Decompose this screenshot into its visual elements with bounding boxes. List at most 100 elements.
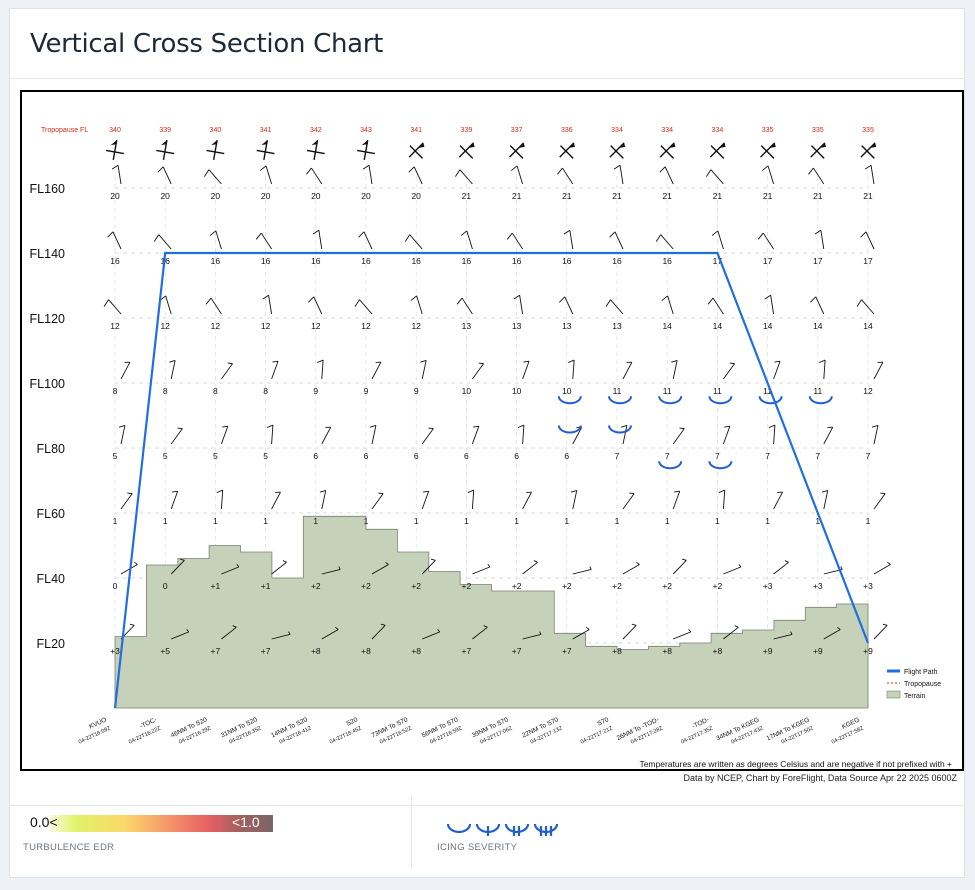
upper-wind-barb xyxy=(156,140,175,160)
wind-barb-flag xyxy=(856,299,862,307)
wind-barb xyxy=(169,359,176,380)
chart-card: Vertical Cross Section Chart Tropopause … xyxy=(9,8,965,878)
temperature-value: 1 xyxy=(765,516,770,526)
wind-barb-flag xyxy=(103,299,109,307)
temperature-value: +3 xyxy=(863,581,873,591)
wind-barb-flag xyxy=(511,165,518,171)
upper-wind-cross xyxy=(306,149,325,155)
wind-barb-flag xyxy=(153,234,160,242)
wind-barb xyxy=(262,294,273,315)
wind-barb xyxy=(613,164,624,185)
wind-barb-shaft xyxy=(572,490,578,510)
wind-barb-shaft xyxy=(522,492,532,510)
temperature-value: 14 xyxy=(763,321,773,331)
temperature-value: 12 xyxy=(411,321,421,331)
wind-barb-shaft xyxy=(873,493,886,510)
wind-barb-flag xyxy=(768,424,776,429)
temperature-value: +8 xyxy=(411,646,421,656)
wind-barb-shaft xyxy=(622,493,635,510)
wind-barb-flag xyxy=(369,424,377,428)
wind-barb-flag xyxy=(483,625,488,628)
wind-barb-shaft xyxy=(723,363,735,380)
temperature-value: 5 xyxy=(163,451,168,461)
wind-barb-flag xyxy=(186,629,190,633)
upper-wind-cross xyxy=(710,145,725,159)
wind-barb-shaft xyxy=(221,566,240,575)
temperature-value: 7 xyxy=(765,451,770,461)
upper-wind-arrowhead xyxy=(418,142,425,148)
wind-barb-shaft xyxy=(321,427,332,445)
upper-wind-barb xyxy=(659,142,676,159)
temperature-value: 20 xyxy=(211,191,221,201)
wind-barb-shaft xyxy=(572,360,575,380)
wind-barb-shaft xyxy=(421,560,436,575)
wind-barb-shaft xyxy=(472,566,491,575)
wind-barb-flag xyxy=(266,424,274,429)
wind-barb-shaft xyxy=(208,169,222,185)
temperature-value: 12 xyxy=(160,321,170,331)
wind-barb xyxy=(723,564,742,575)
wind-barb-flag xyxy=(784,560,789,563)
temperature-value: +9 xyxy=(763,646,773,656)
temperature-value: 1 xyxy=(213,516,218,526)
wind-barb xyxy=(511,165,524,185)
upper-wind-shaft xyxy=(860,142,876,158)
wind-barb-flag xyxy=(204,169,210,177)
wind-barb xyxy=(271,360,279,380)
tropopause-value: 337 xyxy=(511,127,523,134)
wind-barb-shaft xyxy=(672,428,685,445)
upper-wind-cross xyxy=(156,149,175,155)
temperature-value: +8 xyxy=(311,646,321,656)
upper-wind-arrowhead xyxy=(311,140,318,146)
wind-barb-flag xyxy=(563,229,571,235)
upper-wind-shaft xyxy=(760,142,776,158)
temperature-value: 11 xyxy=(763,386,772,396)
wind-barb-shaft xyxy=(220,425,229,445)
wind-barb-shaft xyxy=(562,167,574,185)
wind-barb-flag xyxy=(473,425,479,428)
icing-trace-icon xyxy=(446,823,472,834)
wind-barb-flag xyxy=(506,232,513,240)
upper-wind-arrowhead xyxy=(619,142,626,148)
wind-barb xyxy=(860,231,875,250)
wind-barb xyxy=(371,492,384,510)
level-label: FL140 xyxy=(30,247,65,261)
wind-barb-flag xyxy=(118,424,126,428)
wind-barb xyxy=(170,427,183,445)
upper-wind-cross xyxy=(357,149,375,155)
tropopause-value: 336 xyxy=(561,127,573,134)
wind-barb-shaft xyxy=(108,299,122,315)
title-divider xyxy=(10,78,964,79)
temperature-value: 5 xyxy=(113,451,118,461)
wind-barb xyxy=(472,564,491,575)
wind-barb xyxy=(655,234,674,250)
wind-barb xyxy=(711,230,724,250)
wind-barb-shaft xyxy=(773,633,793,640)
upper-wind-cross xyxy=(559,145,574,159)
level-label: FL100 xyxy=(30,377,65,391)
temperature-value: +9 xyxy=(863,646,873,656)
wind-barb xyxy=(873,561,891,575)
upper-wind-barb xyxy=(609,142,626,159)
level-label: FL40 xyxy=(37,572,66,586)
icing-symbol xyxy=(658,396,683,405)
icing-symbol xyxy=(808,396,833,405)
wind-barb-flag xyxy=(887,561,891,565)
icing-symbol xyxy=(708,461,733,470)
wind-barb-flag xyxy=(378,492,384,495)
tropopause-value: 342 xyxy=(310,127,322,134)
wind-barb xyxy=(513,294,524,315)
wind-barb-shaft xyxy=(815,296,825,315)
wind-barb-shaft xyxy=(215,230,222,250)
upper-wind-arrowhead xyxy=(211,140,218,146)
wind-barb-flag xyxy=(613,164,621,170)
wind-barb-flag xyxy=(559,296,566,303)
wind-barb-shaft xyxy=(813,167,825,185)
temperature-value: 21 xyxy=(763,191,773,201)
temperature-value: 6 xyxy=(514,451,519,461)
wind-barb xyxy=(810,296,825,315)
wind-barb xyxy=(371,623,386,640)
wind-barb-shaft xyxy=(820,230,825,250)
wind-barb-flag xyxy=(420,359,427,363)
level-label: FL160 xyxy=(30,182,65,196)
